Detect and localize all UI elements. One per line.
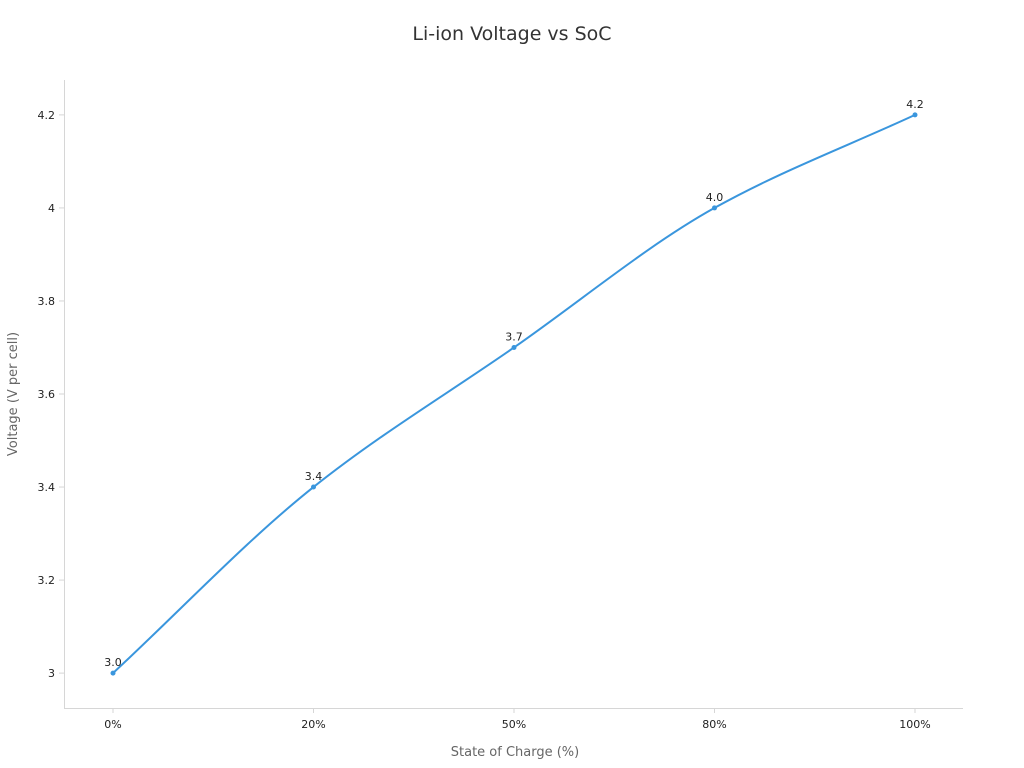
data-point	[912, 112, 918, 118]
x-tick-label: 20%	[301, 718, 325, 731]
y-ticks: 3 3.2 3.4 3.6 3.8 4 4.2	[38, 109, 64, 680]
x-tick-label: 80%	[702, 718, 726, 731]
y-tick-label: 3.4	[38, 481, 56, 494]
data-label: 3.0	[104, 656, 122, 669]
data-point	[712, 205, 717, 211]
y-tick-label: 4	[48, 202, 55, 215]
x-axis: 0% 20% 50% 80% 100%	[64, 708, 963, 731]
x-axis-label: State of Charge (%)	[451, 745, 579, 760]
y-tick-label: 3.2	[38, 574, 56, 587]
y-tick-label: 3.8	[38, 295, 56, 308]
chart-title: Li-ion Voltage vs SoC	[412, 23, 611, 45]
series-layer: 3.0 3.4 3.7 4.0 4.2	[104, 98, 924, 676]
series-line	[112, 113, 916, 674]
x-tick-label: 0%	[104, 718, 121, 731]
x-tick-label: 100%	[899, 718, 930, 731]
x-ticks: 0% 20% 50% 80% 100%	[104, 708, 931, 731]
x-tick-label: 50%	[502, 718, 526, 731]
data-point	[110, 670, 116, 676]
data-label: 3.4	[305, 470, 323, 483]
y-tick-label: 3	[48, 667, 55, 680]
y-axis-label: Voltage (V per cell)	[6, 332, 21, 456]
data-label: 3.7	[505, 330, 523, 343]
y-tick-label: 4.2	[38, 109, 56, 122]
y-tick-label: 3.6	[38, 388, 56, 401]
data-label: 4.2	[906, 98, 924, 111]
y-axis: 3 3.2 3.4 3.6 3.8 4 4.2	[38, 80, 65, 708]
data-point	[511, 344, 517, 350]
data-point	[311, 484, 316, 490]
data-label: 4.0	[706, 191, 724, 204]
